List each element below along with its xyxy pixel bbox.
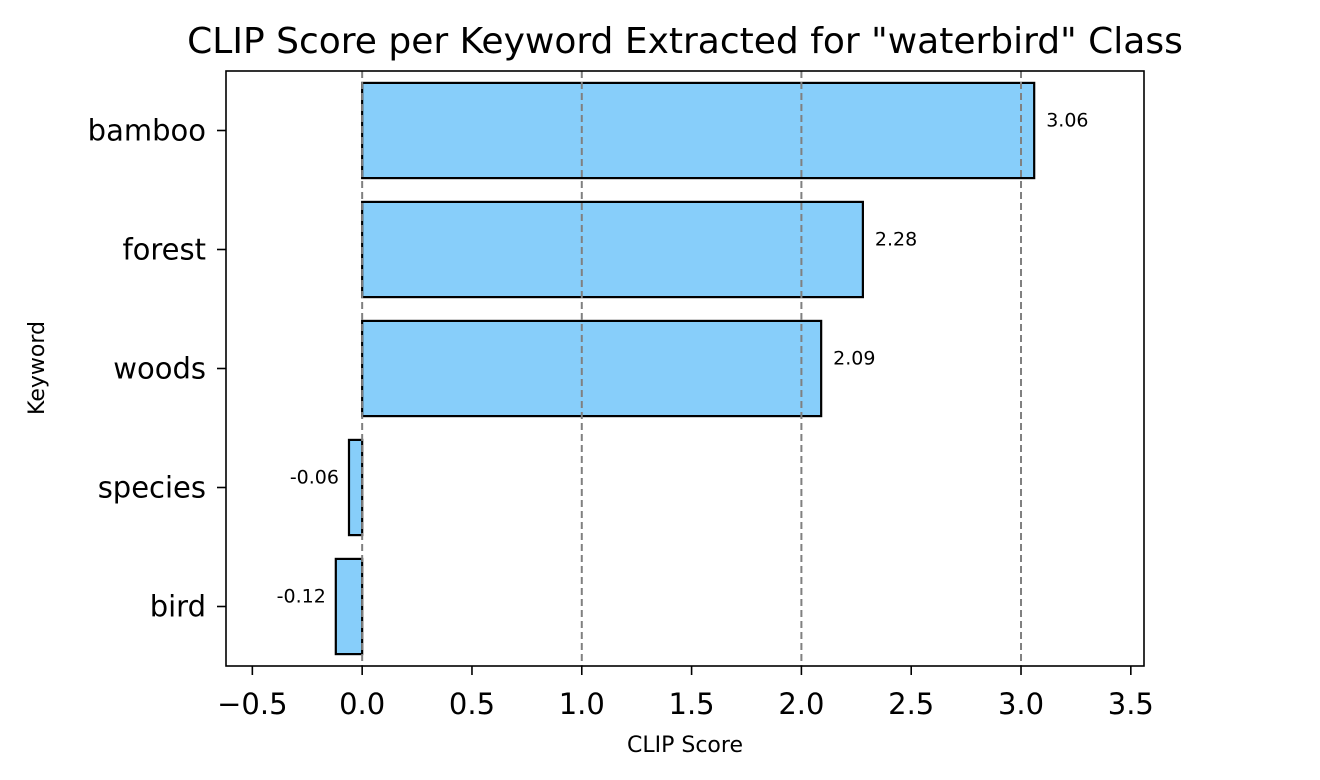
bar-species — [347, 438, 364, 537]
reference-lines — [361, 71, 1023, 666]
x-tick-label: 0.5 — [449, 687, 495, 721]
chart-title: CLIP Score per Keyword Extracted for "wa… — [187, 21, 1183, 62]
bar-woods — [361, 319, 823, 418]
y-tick-label-woods: woods — [113, 352, 206, 386]
x-tick-label: 2.0 — [778, 687, 824, 721]
x-axis-label: CLIP Score — [627, 733, 743, 758]
x-tick-label: 2.5 — [888, 687, 934, 721]
value-label-woods: 2.09 — [833, 348, 875, 370]
x-tick-label: 3.5 — [1108, 687, 1154, 721]
value-label-bamboo: 3.06 — [1046, 110, 1088, 132]
bars-layer: 3.06 2.28 2.09 -0.06 -0.12 — [277, 81, 1089, 656]
x-tick-label: 3.0 — [998, 687, 1044, 721]
value-label-bird: -0.12 — [277, 586, 326, 608]
axis-ticks: bamboo forest woods species bird −0.5 0.0 0.5 1.… — [88, 114, 1154, 722]
y-axis-label: Keyword — [25, 321, 50, 415]
x-tick-label: −0.5 — [217, 687, 287, 721]
bar-bamboo — [361, 81, 1036, 180]
x-tick-label: 1.5 — [669, 687, 715, 721]
y-tick-label-bamboo: bamboo — [88, 114, 206, 148]
bar-bird — [334, 557, 364, 656]
x-tick-label: 1.0 — [559, 687, 605, 721]
value-label-forest: 2.28 — [875, 229, 917, 251]
value-label-species: -0.06 — [290, 467, 339, 489]
y-tick-label-bird: bird — [150, 590, 206, 624]
y-tick-label-species: species — [98, 471, 206, 505]
bar-forest — [361, 200, 864, 299]
y-tick-label-forest: forest — [122, 233, 206, 267]
x-tick-label: 0.0 — [339, 687, 385, 721]
